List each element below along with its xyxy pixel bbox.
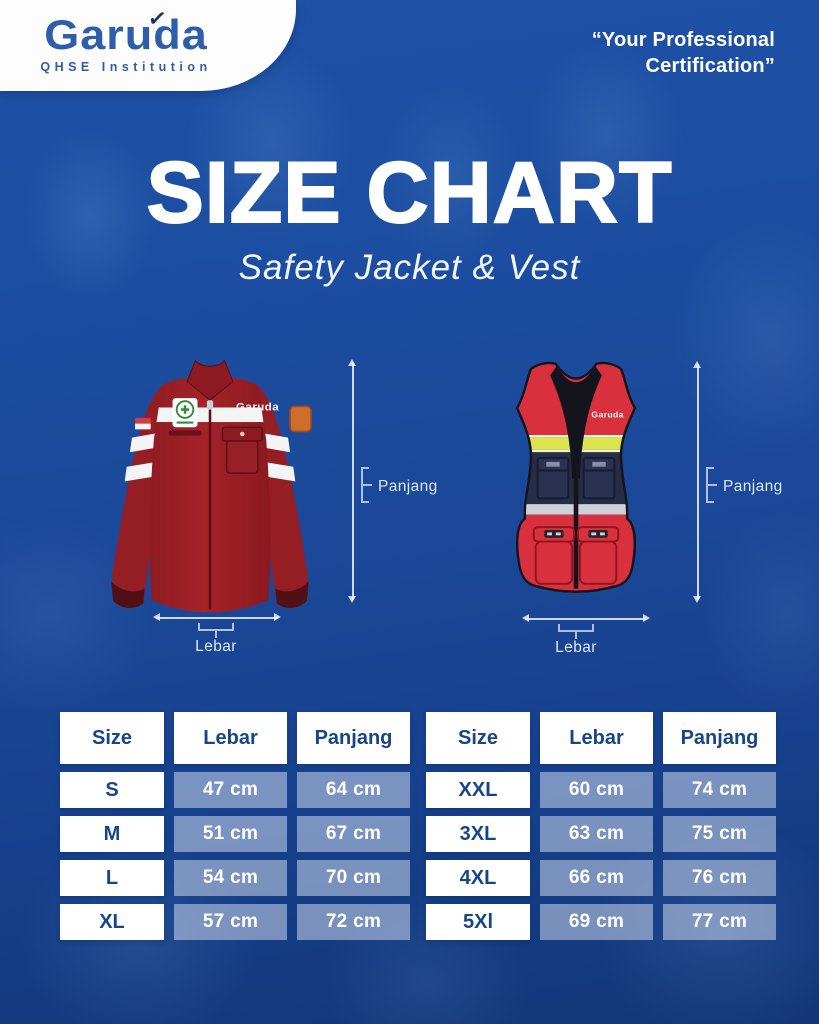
vest-lebar-label: Lebar xyxy=(555,639,597,656)
lebar-cell: 51 cm xyxy=(174,816,287,852)
page-subtitle: Safety Jacket & Vest xyxy=(238,248,581,287)
bracket-tick xyxy=(708,484,717,486)
jacket-lebar-dimension-line xyxy=(153,613,281,622)
vest-brand-mark: Garuda xyxy=(591,410,624,420)
panjang-cell: 77 cm xyxy=(663,904,776,940)
jacket-panjang-dimension-line xyxy=(348,359,357,603)
jacket-panjang-label: Panjang xyxy=(378,478,438,495)
shoulder-patch xyxy=(289,405,312,433)
panjang-cell: 74 cm xyxy=(663,772,776,808)
jacket-lebar-bracket xyxy=(198,623,234,638)
tagline-line2: Certification” xyxy=(645,55,775,77)
check-mark-icon: ✓ xyxy=(146,4,169,33)
zipper xyxy=(206,400,214,610)
vest-chest-pockets xyxy=(536,457,616,500)
tagline-line1: “Your Professional xyxy=(591,29,775,51)
panjang-cell: 72 cm xyxy=(297,904,410,940)
lebar-cell: 47 cm xyxy=(174,772,287,808)
bracket-tick xyxy=(575,632,577,639)
lebar-cell: 66 cm xyxy=(540,860,653,896)
vest-size-table: Size Lebar Panjang XXL 60 cm 74 cm 3XL 6… xyxy=(426,712,776,940)
bracket-tick xyxy=(215,631,217,638)
vest-zipper xyxy=(573,475,579,589)
size-cell: XL xyxy=(60,904,164,940)
lebar-cell: 60 cm xyxy=(540,772,653,808)
vest-panjang-label: Panjang xyxy=(723,478,783,495)
size-cell: 4XL xyxy=(426,860,530,896)
jacket-collar xyxy=(186,359,234,401)
brand-logo-text: Garuda xyxy=(44,11,208,58)
safety-jacket-image: Garuda xyxy=(111,359,312,613)
jacket-lebar-label: Lebar xyxy=(195,638,237,655)
jacket-brand-mark: Garuda xyxy=(236,402,279,414)
vest-panjang-dimension-line xyxy=(693,361,702,603)
panjang-cell: 75 cm xyxy=(663,816,776,852)
size-cell: L xyxy=(60,860,164,896)
tagline: “Your Professional Certification” xyxy=(592,27,775,79)
column-header-lebar: Lebar xyxy=(174,712,287,764)
size-cell: M xyxy=(60,816,164,852)
lebar-cell: 57 cm xyxy=(174,904,287,940)
lebar-cell: 54 cm xyxy=(174,860,287,896)
brand-logo-inner: Garuda ✓ QHSE Institution xyxy=(0,0,252,74)
safety-vest-image: Garuda xyxy=(515,361,637,593)
panjang-cell: 70 cm xyxy=(297,860,410,896)
lebar-cell: 63 cm xyxy=(540,816,653,852)
vest-cargo-pockets xyxy=(532,526,620,585)
column-header-panjang: Panjang xyxy=(297,712,410,764)
brand-logo: Garuda ✓ QHSE Institution xyxy=(0,0,296,91)
size-cell: 3XL xyxy=(426,816,530,852)
vest-lebar-dimension-line xyxy=(522,614,650,623)
vest-panjang-bracket xyxy=(706,467,717,503)
vest-vneck xyxy=(550,365,602,480)
column-header-lebar: Lebar xyxy=(540,712,653,764)
certification-badge xyxy=(172,398,198,428)
panjang-cell: 67 cm xyxy=(297,816,410,852)
column-header-size: Size xyxy=(60,712,164,764)
panjang-cell: 76 cm xyxy=(663,860,776,896)
bracket-tick xyxy=(363,484,372,486)
jacket-panjang-bracket xyxy=(361,467,372,503)
column-header-size: Size xyxy=(426,712,530,764)
chest-pocket xyxy=(221,426,263,474)
page-title: SIZE CHART xyxy=(146,145,673,241)
panjang-cell: 64 cm xyxy=(297,772,410,808)
brand-logo-subtitle: QHSE Institution xyxy=(40,60,212,74)
size-cell: 5Xl xyxy=(426,904,530,940)
size-cell: S xyxy=(60,772,164,808)
jacket-size-table: Size Lebar Panjang S 47 cm 64 cm M 51 cm… xyxy=(60,712,410,940)
lebar-cell: 69 cm xyxy=(540,904,653,940)
column-header-panjang: Panjang xyxy=(663,712,776,764)
size-cell: XXL xyxy=(426,772,530,808)
vest-lebar-bracket xyxy=(558,624,594,639)
flag-patch xyxy=(135,417,151,430)
size-tables: Size Lebar Panjang S 47 cm 64 cm M 51 cm… xyxy=(60,712,776,940)
welt-pocket xyxy=(168,430,202,436)
